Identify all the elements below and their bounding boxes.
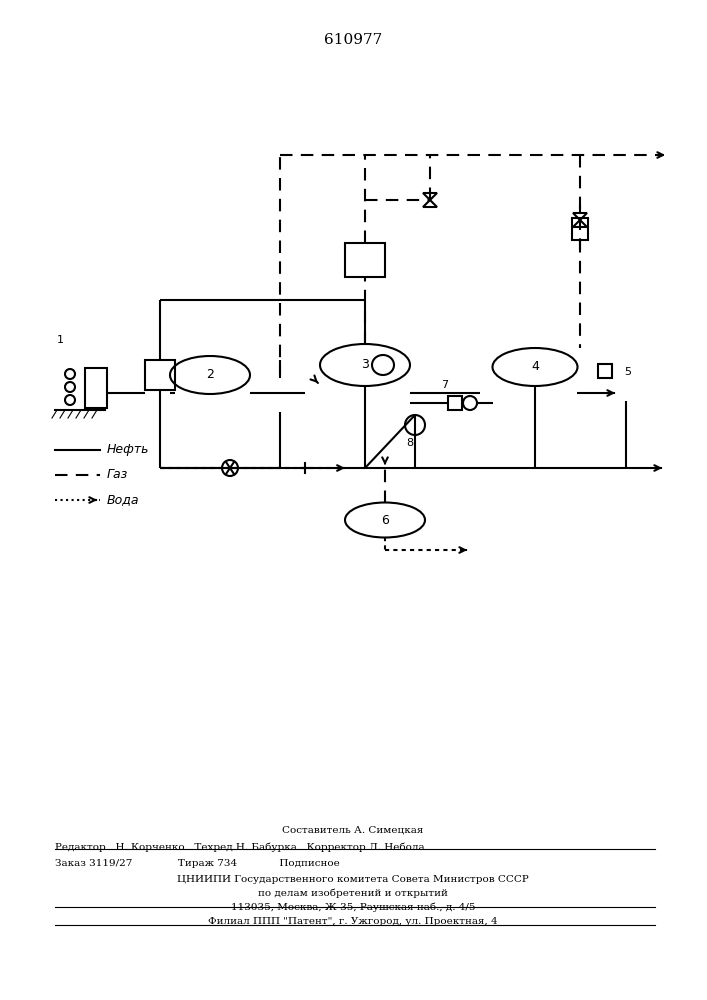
Bar [345, 243, 385, 277]
Text: ЦНИИПИ Государственного комитета Совета Министров СССР: ЦНИИПИ Государственного комитета Совета … [177, 875, 529, 884]
Bar [145, 360, 175, 390]
Text: Газ: Газ [107, 468, 128, 482]
Text: 8: 8 [407, 438, 414, 448]
Text: Вода: Вода [107, 493, 139, 506]
Bar [572, 218, 588, 240]
Text: 6: 6 [381, 514, 389, 526]
Text: 113035, Москва, Ж-35, Раушская наб., д. 4/5: 113035, Москва, Ж-35, Раушская наб., д. … [230, 903, 475, 912]
Text: 5: 5 [624, 367, 631, 377]
Text: Составитель А. Симецкая: Составитель А. Симецкая [282, 825, 423, 834]
Text: Нефть: Нефть [107, 444, 149, 456]
Text: 610977: 610977 [324, 33, 382, 47]
Text: Редактор   Н. Корченко   Техред Н. Бабурка   Корректор Л. Небола: Редактор Н. Корченко Техред Н. Бабурка К… [55, 843, 425, 852]
Text: 3: 3 [361, 359, 369, 371]
Text: 1: 1 [57, 335, 64, 345]
Bar [448, 396, 462, 410]
Text: Заказ 3119/27              Тираж 734             Подписное: Заказ 3119/27 Тираж 734 Подписное [55, 859, 340, 868]
Text: 7: 7 [441, 380, 448, 390]
Text: Филиал ППП "Патент", г. Ужгород, ул. Проектная, 4: Филиал ППП "Патент", г. Ужгород, ул. Про… [208, 917, 498, 926]
Text: по делам изобретений и открытий: по делам изобретений и открытий [258, 889, 448, 898]
Bar [85, 368, 107, 408]
Text: 4: 4 [531, 360, 539, 373]
Text: 2: 2 [206, 368, 214, 381]
Bar [598, 364, 612, 378]
